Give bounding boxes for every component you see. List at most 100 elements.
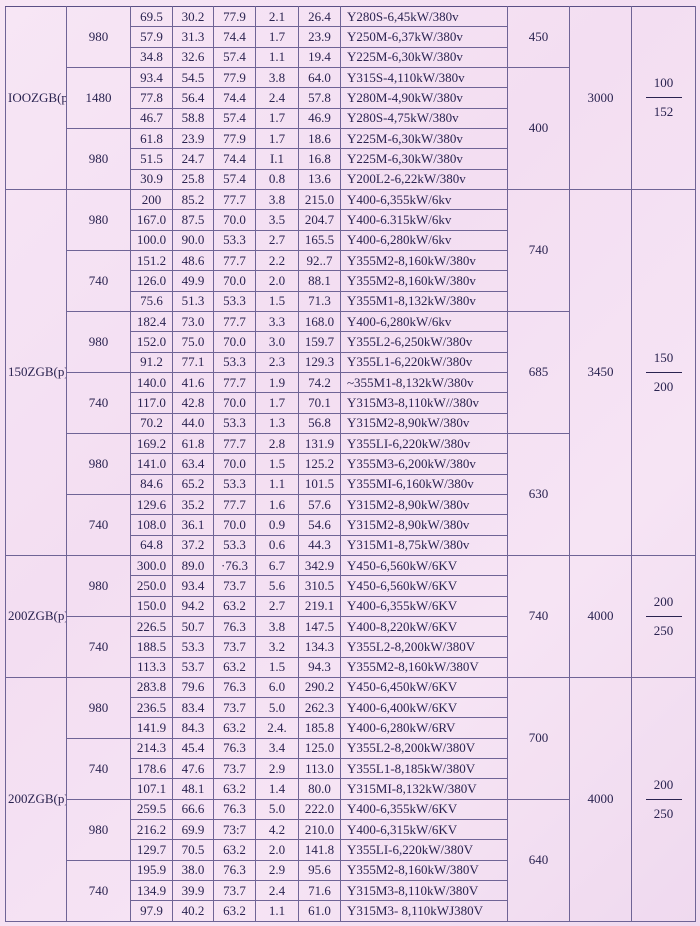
motor-cell: Y315M3-8,110kW/380V xyxy=(340,880,508,902)
efficiency-cell: 77.7 xyxy=(213,432,256,455)
speed-cell: 980 xyxy=(66,127,131,190)
efficiency-cell: 76.3 xyxy=(213,798,256,821)
efficiency-cell: 70.0 xyxy=(213,209,256,231)
efficiency-cell: 63.2 xyxy=(213,595,256,617)
flow-cell: 46.7 xyxy=(130,107,173,129)
fraction-bar xyxy=(645,371,682,373)
npsh-cell: 1.5 xyxy=(255,290,299,312)
flow-cell: 108.0 xyxy=(130,514,173,536)
flow-cell: 134.9 xyxy=(130,880,173,902)
efficiency-cell: 74.4 xyxy=(213,87,256,109)
power-cell: 95.6 xyxy=(298,859,341,882)
col8-group-cell: 630 xyxy=(507,432,570,556)
npsh-cell: 1.7 xyxy=(255,26,299,48)
head-cell: 63.4 xyxy=(172,453,214,475)
head-cell: 32.6 xyxy=(172,46,214,68)
motor-cell: Y225M-6,30kW/380v xyxy=(340,127,508,150)
col8-group-cell: 740 xyxy=(507,188,570,312)
flow-cell: 126.0 xyxy=(130,270,173,292)
efficiency-cell: 53.3 xyxy=(213,351,256,373)
npsh-cell: 0.8 xyxy=(255,168,299,190)
head-cell: 53.7 xyxy=(172,656,214,678)
power-cell: 71.6 xyxy=(298,880,341,902)
efficiency-cell: 57.4 xyxy=(213,168,256,190)
table-row: 107.1 48.1 63.2 1.4 80.0 Y315MI-8,132kW/380V xyxy=(6,778,696,800)
motor-cell: Y400-6,400kW/6KV xyxy=(340,697,508,719)
head-cell: 30.2 xyxy=(172,5,214,28)
fraction-bottom: 250 xyxy=(653,622,674,638)
head-cell: 41.6 xyxy=(172,371,214,394)
table-row: 91.2 77.1 53.3 2.3 129.3 Y355L1-6,220kW/380v xyxy=(6,351,696,373)
motor-cell: Y315M3-8,110kW//380v xyxy=(340,392,508,414)
flow-cell: 178.6 xyxy=(130,758,173,780)
flow-cell: 188.5 xyxy=(130,636,173,658)
fraction-bar xyxy=(645,97,682,99)
efficiency-cell: 76.3 xyxy=(213,859,256,882)
npsh-cell: 2.4 xyxy=(255,880,299,902)
head-cell: 38.0 xyxy=(172,859,214,882)
power-cell: 88.1 xyxy=(298,270,341,292)
power-cell: 54.6 xyxy=(298,514,341,536)
speed-cell: 740 xyxy=(66,371,131,434)
flow-cell: 97.9 xyxy=(130,900,173,922)
pump-model-cell: 150ZGB(p) xyxy=(5,188,67,556)
motor-cell: Y355M2-8,160kW/380v xyxy=(340,249,508,272)
fraction: 100 152 xyxy=(645,75,682,120)
motor-cell: Y450-6,450kW/6KV xyxy=(340,676,508,699)
flow-cell: 169.2 xyxy=(130,432,173,455)
table-row: 51.5 24.7 74.4 I.1 16.8 Y225M-6,30kW/380v xyxy=(6,148,696,170)
head-cell: 23.9 xyxy=(172,127,214,150)
table-row: 141.9 84.3 63.2 2.4. 185.8 Y400-6,280kW/6RV xyxy=(6,717,696,739)
table-row: 740 129.6 35.2 77.7 1.6 57.6 Y315M2-8,90kW/380… xyxy=(6,493,696,556)
power-cell: 131.9 xyxy=(298,432,341,455)
head-cell: 83.4 xyxy=(172,697,214,719)
table-row: 70.2 44.0 53.3 1.3 56.8 Y315M2-8,90kW/380v xyxy=(6,412,696,434)
npsh-cell: 0.6 xyxy=(255,534,299,556)
motor-cell: Y355L2-8,200kW/380V xyxy=(340,737,508,760)
npsh-cell: 1.1 xyxy=(255,46,299,68)
power-cell: 74.2 xyxy=(298,371,341,394)
power-cell: 71.3 xyxy=(298,290,341,312)
motor-cell: Y355L2-8,200kW/380V xyxy=(340,636,508,658)
motor-cell: Y355LI-6,220kW/380v xyxy=(340,432,508,455)
npsh-cell: 2.7 xyxy=(255,229,299,251)
head-cell: 93.4 xyxy=(172,575,214,597)
power-cell: 168.0 xyxy=(298,310,341,333)
npsh-cell: 3.4 xyxy=(255,737,299,760)
head-cell: 65.2 xyxy=(172,473,214,495)
power-cell: 310.5 xyxy=(298,575,341,597)
head-cell: 87.5 xyxy=(172,209,214,231)
motor-cell: Y250M-6,37kW/380v xyxy=(340,26,508,48)
motor-cell: Y355L1-6,220kW/380v xyxy=(340,351,508,373)
speed-cell: 980 xyxy=(66,554,131,617)
power-cell: 185.8 xyxy=(298,717,341,739)
efficiency-cell: 63.2 xyxy=(213,839,256,861)
power-cell: 23.9 xyxy=(298,26,341,48)
npsh-cell: 2.0 xyxy=(255,270,299,292)
power-cell: 26.4 xyxy=(298,5,341,28)
power-cell: 101.5 xyxy=(298,473,341,495)
power-cell: 147.5 xyxy=(298,615,341,638)
npsh-cell: 1.3 xyxy=(255,412,299,434)
col8-group-cell: 740 xyxy=(507,554,570,678)
head-cell: 66.6 xyxy=(172,798,214,821)
npsh-cell: 5.0 xyxy=(255,798,299,821)
head-cell: 54.5 xyxy=(172,66,214,89)
npsh-cell: 3.0 xyxy=(255,331,299,353)
motor-cell: Y355L2-6,250kW/380v xyxy=(340,331,508,353)
flow-cell: 93.4 xyxy=(130,66,173,89)
efficiency-cell: 70.0 xyxy=(213,331,256,353)
motor-cell: Y400-6,280kW/6kv xyxy=(340,310,508,333)
efficiency-cell: 57.4 xyxy=(213,46,256,68)
fraction-bottom: 200 xyxy=(653,378,674,394)
table-row: 84.6 65.2 53.3 1.1 101.5 Y355MI-6,160kW/380v xyxy=(6,473,696,495)
power-cell: 44.3 xyxy=(298,534,341,556)
flow-cell: 117.0 xyxy=(130,392,173,414)
head-cell: 85.2 xyxy=(172,188,214,211)
col8-group-cell: 400 xyxy=(507,66,570,190)
efficiency-cell: 77.7 xyxy=(213,371,256,394)
head-cell: 31.3 xyxy=(172,26,214,48)
fraction-bar xyxy=(645,798,682,800)
table-row: 64.8 37.2 53.3 0.6 44.3 Y315M1-8,75kW/380v xyxy=(6,534,696,556)
motor-cell: Y200L2-6,22kW/380v xyxy=(340,168,508,190)
